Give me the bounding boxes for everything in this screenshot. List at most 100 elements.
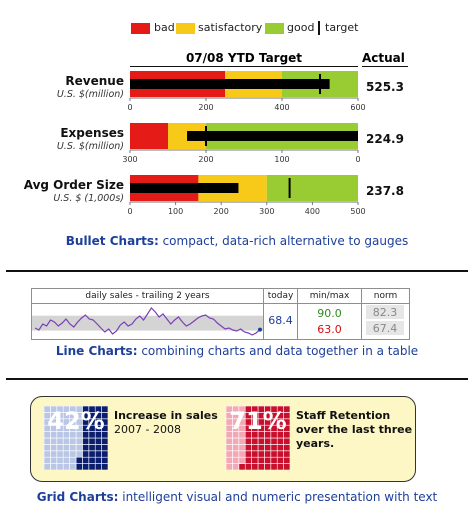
grid-cell [44, 406, 51, 413]
grid-cell [276, 437, 284, 445]
bullet-tick-label: 400 [305, 207, 320, 216]
grid-cell [238, 450, 246, 458]
bullet-target-marker [288, 178, 291, 198]
grid-cell [251, 456, 259, 464]
grid-cell [56, 456, 64, 464]
grid-cell [238, 444, 246, 452]
grid-cell [50, 444, 58, 452]
grid-cell [94, 456, 102, 464]
grid-cell [62, 450, 70, 458]
section-divider-2 [6, 378, 468, 380]
grid-cell [44, 456, 51, 464]
bullet-tick-label: 300 [259, 207, 274, 216]
grid-cell [270, 463, 278, 470]
grid-cell [257, 456, 265, 464]
grid-text-retention: Staff Retention over the last three year… [296, 409, 412, 451]
bullet-tick-label: 200 [198, 155, 213, 164]
grid-cell [238, 437, 246, 445]
grid-cell [257, 450, 265, 458]
grid-cell [88, 456, 96, 464]
grid-cell [276, 450, 284, 458]
grid-cell [101, 444, 108, 452]
legend-label-satisfactory: satisfactory [198, 21, 263, 34]
grid-cell [257, 437, 265, 445]
section-divider-1 [6, 270, 468, 272]
legend-swatch-bad [131, 23, 150, 34]
bullet-tick-label: 200 [214, 207, 229, 216]
grid-cell [50, 437, 58, 445]
grid-cell [75, 444, 83, 452]
grid-cell [276, 456, 284, 464]
grid-cell [44, 437, 51, 445]
bullet-tick-label: 0 [127, 207, 132, 216]
actual-header-rule [362, 66, 408, 67]
grid-cell [56, 450, 64, 458]
bullet-band [130, 123, 168, 149]
grid-cell [226, 450, 233, 458]
grid-cell [101, 450, 108, 458]
grid-cell [264, 463, 272, 470]
grid-chart-sales [44, 406, 108, 470]
legend-label-good: good [287, 21, 315, 34]
grid-cell [82, 444, 90, 452]
bullet-caption: Bullet Charts: compact, data-rich altern… [0, 234, 474, 248]
grid-pct-retention: 71% [229, 407, 287, 435]
bullet-tick-label: 400 [274, 103, 289, 112]
grid-cell [238, 456, 246, 464]
grid-cell [257, 444, 265, 452]
grid-cell [75, 437, 83, 445]
grid-cell [226, 463, 233, 470]
bullet-tick-label: 500 [350, 207, 365, 216]
line-table [31, 288, 410, 340]
grid-cell [270, 437, 278, 445]
grid-cell [270, 456, 278, 464]
grid-cell [56, 437, 64, 445]
grid-cell [101, 463, 108, 470]
bullet-row-revenue-sub: U.S. $(million) [56, 89, 124, 100]
grid-cell [264, 437, 272, 445]
legend-swatch-target [318, 21, 320, 35]
line-caption: Line Charts: combining charts and data t… [0, 344, 474, 358]
grid-cell [69, 437, 77, 445]
legend-swatch-satisfactory [176, 23, 195, 34]
bullet-band [266, 175, 358, 201]
grid-cell [88, 463, 96, 470]
grid-cell [232, 456, 240, 464]
grid-chart-retention [226, 406, 290, 470]
grid-caption-bold: Grid Charts: [36, 490, 119, 504]
grid-cell [56, 463, 64, 470]
bullet-measure-bar [130, 79, 330, 89]
grid-cell [270, 444, 278, 452]
grid-cell [244, 450, 252, 458]
norm-low-text: 67.4 [372, 322, 398, 335]
grid-cell [69, 450, 77, 458]
line-table-header-rule [31, 303, 410, 304]
grid-cell [82, 437, 90, 445]
grid-cell [62, 456, 70, 464]
grid-cell [232, 463, 240, 470]
grid-cell [62, 463, 70, 470]
grid-cell [232, 444, 240, 452]
norm-high-value [366, 305, 404, 319]
grid-cell [283, 444, 290, 452]
grid-cell [232, 450, 240, 458]
line-caption-bold: Line Charts: [55, 344, 138, 358]
grid-cell [251, 450, 259, 458]
grid-text-retention-line2: over the last three [296, 423, 413, 436]
norm-low-value-bg [366, 321, 404, 335]
grid-cell [238, 463, 246, 470]
bullet-tick-label: 100 [274, 155, 289, 164]
grid-cell [88, 450, 96, 458]
grid-cell [244, 463, 252, 470]
grid-text-sales: Increase in sales 2007 - 2008 [114, 409, 218, 437]
bullet-caption-bold: Bullet Charts: [65, 234, 159, 248]
grid-cell [244, 456, 252, 464]
bullet-measure-bar [130, 183, 239, 193]
grid-cell [251, 444, 259, 452]
grid-cell [44, 463, 51, 470]
today-value: 68.4 [268, 314, 293, 327]
bullet-measure-bar [187, 131, 358, 141]
grid-cell [94, 444, 102, 452]
norm-header: norm [373, 291, 398, 301]
max-value: 90.0 [317, 307, 342, 320]
